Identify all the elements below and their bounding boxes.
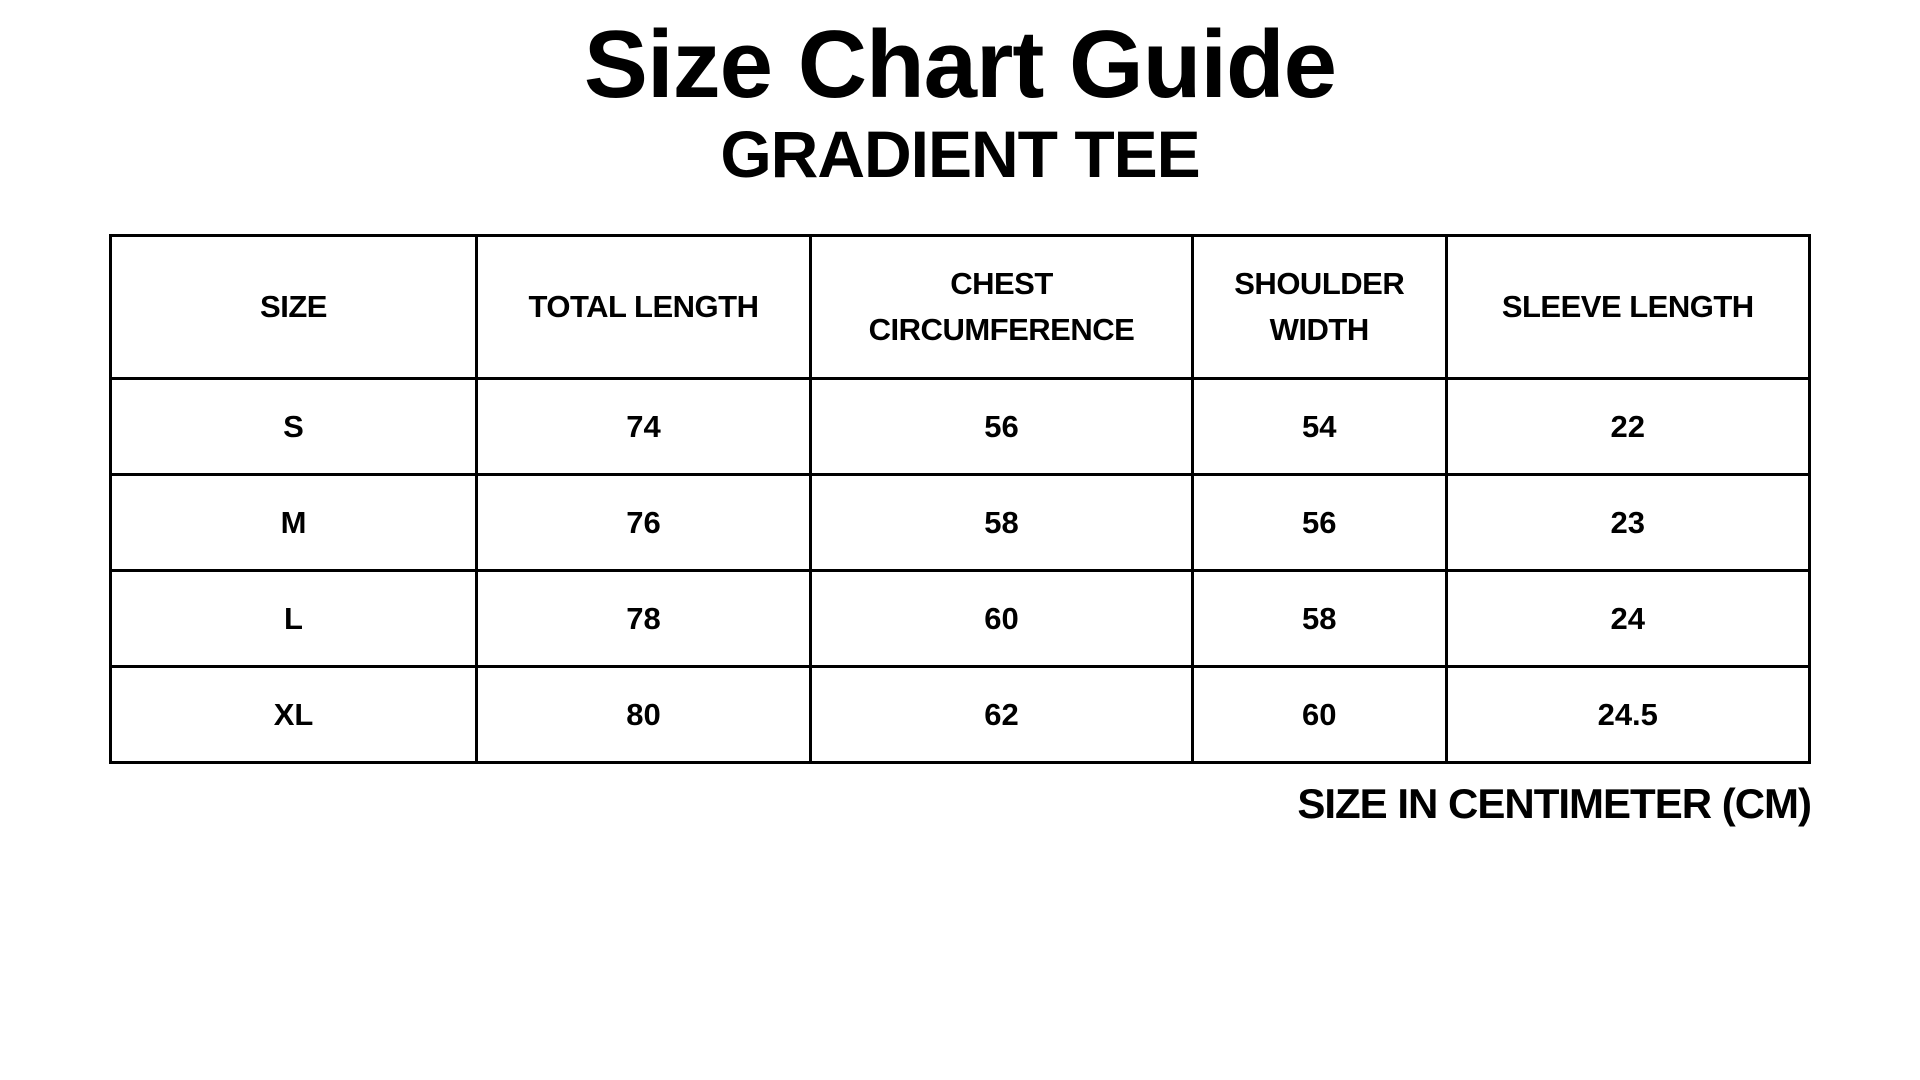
page-title: Size Chart Guide	[583, 11, 1337, 118]
cell-chest-circumference: 58	[809, 473, 1194, 572]
cell-sleeve-length: 24.5	[1444, 665, 1811, 764]
cell-sleeve-length: 22	[1444, 377, 1811, 476]
unit-note: SIZE IN CENTIMETER (CM)	[1297, 780, 1812, 827]
cell-size: L	[109, 569, 478, 668]
table-row: L 78 60 58 24	[109, 569, 1811, 668]
cell-size: S	[109, 377, 478, 476]
cell-chest-circumference: 60	[809, 569, 1194, 668]
header-total-length: TOTAL LENGTH	[474, 234, 813, 380]
cell-total-length: 74	[474, 377, 813, 476]
cell-chest-circumference: 62	[809, 665, 1194, 764]
table-row: XL 80 62 60 24.5	[109, 665, 1811, 764]
cell-total-length: 80	[474, 665, 813, 764]
header-shoulder-width: SHOULDER WIDTH	[1190, 234, 1448, 380]
table-header-row: SIZE TOTAL LENGTH CHEST CIRCUMFERENCE SH…	[109, 234, 1811, 380]
cell-shoulder-width: 54	[1190, 377, 1448, 476]
cell-sleeve-length: 23	[1444, 473, 1811, 572]
size-chart-table: SIZE TOTAL LENGTH CHEST CIRCUMFERENCE SH…	[109, 234, 1811, 764]
header-size: SIZE	[109, 234, 478, 380]
header-sleeve-length: SLEEVE LENGTH	[1444, 234, 1811, 380]
table-row: M 76 58 56 23	[109, 473, 1811, 572]
cell-size: XL	[109, 665, 478, 764]
header-chest-circumference: CHEST CIRCUMFERENCE	[809, 234, 1194, 380]
cell-total-length: 78	[474, 569, 813, 668]
product-name: GRADIENT TEE	[720, 117, 1200, 191]
cell-total-length: 76	[474, 473, 813, 572]
cell-size: M	[109, 473, 478, 572]
cell-shoulder-width: 60	[1190, 665, 1448, 764]
cell-sleeve-length: 24	[1444, 569, 1811, 668]
table-row: S 74 56 54 22	[109, 377, 1811, 476]
cell-shoulder-width: 58	[1190, 569, 1448, 668]
cell-shoulder-width: 56	[1190, 473, 1448, 572]
cell-chest-circumference: 56	[809, 377, 1194, 476]
